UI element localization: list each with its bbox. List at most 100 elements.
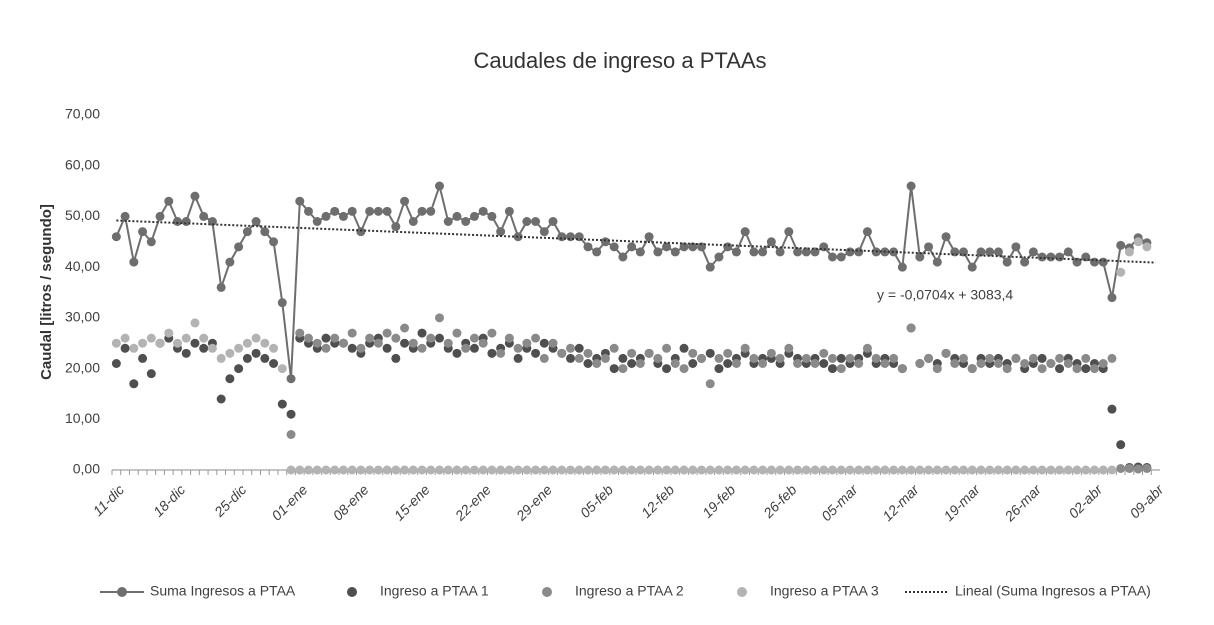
data-point [269, 237, 279, 247]
data-point [609, 343, 619, 353]
data-point [644, 348, 654, 358]
y-tick-label: 50,00 [65, 207, 100, 223]
data-point [260, 227, 270, 237]
data-point [330, 206, 340, 216]
x-tick-label: 19-mar [940, 480, 984, 524]
data-point [1063, 247, 1073, 257]
data-point [443, 338, 453, 348]
data-point [548, 465, 558, 475]
chart-title: Caudales de ingreso a PTAAs [473, 48, 766, 73]
data-point [705, 379, 715, 389]
data-point [190, 318, 200, 328]
y-tick-label: 20,00 [65, 359, 100, 375]
data-point [959, 353, 968, 363]
data-point [705, 465, 715, 475]
data-point [356, 227, 366, 237]
data-point [120, 333, 130, 343]
data-point [793, 359, 803, 368]
data-point [749, 353, 759, 363]
data-point [356, 343, 366, 353]
data-point [697, 465, 706, 475]
data-point [862, 227, 872, 237]
data-point [286, 465, 296, 475]
data-point [452, 328, 462, 338]
data-point [609, 242, 619, 252]
data-point [1142, 242, 1152, 252]
data-point [164, 196, 174, 206]
data-point [539, 227, 549, 237]
data-point [976, 465, 986, 475]
data-point [897, 465, 907, 475]
data-point [644, 232, 654, 242]
data-point [469, 465, 479, 475]
data-point [775, 247, 785, 257]
data-point [985, 247, 995, 257]
data-point [478, 338, 488, 348]
y-tick-label: 0,00 [73, 461, 100, 477]
data-point [129, 379, 139, 389]
data-point [199, 343, 209, 353]
data-point [574, 343, 584, 353]
data-point [1020, 359, 1030, 368]
data-point [714, 364, 724, 374]
data-point [600, 237, 610, 247]
data-point [749, 247, 759, 257]
data-point [618, 353, 628, 363]
data-point [635, 247, 645, 257]
data-point [138, 338, 148, 348]
data-point [417, 206, 427, 216]
data-point [522, 465, 532, 475]
data-point [793, 247, 803, 257]
data-point [1081, 353, 1091, 363]
data-point [819, 348, 829, 358]
data-point [993, 465, 1003, 475]
data-point [1124, 463, 1134, 473]
data-point [138, 353, 148, 363]
data-point [731, 465, 741, 475]
data-point [286, 409, 296, 419]
data-point [443, 217, 453, 226]
data-point [828, 364, 837, 374]
data-point [548, 217, 558, 226]
data-point [766, 237, 776, 247]
data-point [662, 465, 672, 475]
legend-marker [117, 587, 127, 597]
data-point [1055, 364, 1065, 374]
data-point [828, 465, 837, 475]
data-point [723, 348, 733, 358]
data-point [286, 374, 296, 384]
data-point [801, 247, 811, 257]
data-point [373, 465, 383, 475]
data-point [1098, 359, 1108, 368]
data-point [670, 465, 680, 475]
data-point [1011, 242, 1021, 252]
data-point [574, 353, 584, 363]
data-point [635, 465, 645, 475]
data-point [915, 252, 925, 262]
data-point [705, 348, 715, 358]
data-point [1116, 267, 1126, 277]
x-tick-label: 05-mar [818, 480, 862, 524]
data-point [461, 217, 471, 226]
data-point [391, 333, 401, 343]
data-point [496, 227, 506, 237]
data-point [312, 338, 322, 348]
data-point [382, 465, 392, 475]
data-point [1107, 404, 1117, 414]
data-point [985, 353, 995, 363]
data-point [819, 465, 829, 475]
data-point [836, 353, 846, 363]
data-point [1063, 465, 1073, 475]
data-point [915, 359, 925, 368]
data-point [627, 359, 637, 368]
data-point [330, 333, 340, 343]
data-point [897, 364, 907, 374]
data-point [260, 338, 270, 348]
data-point [504, 206, 514, 216]
data-point [295, 196, 305, 206]
data-point [199, 211, 209, 221]
data-point [1142, 463, 1152, 473]
data-point [173, 338, 182, 348]
data-point [216, 282, 226, 292]
data-point [304, 333, 313, 343]
